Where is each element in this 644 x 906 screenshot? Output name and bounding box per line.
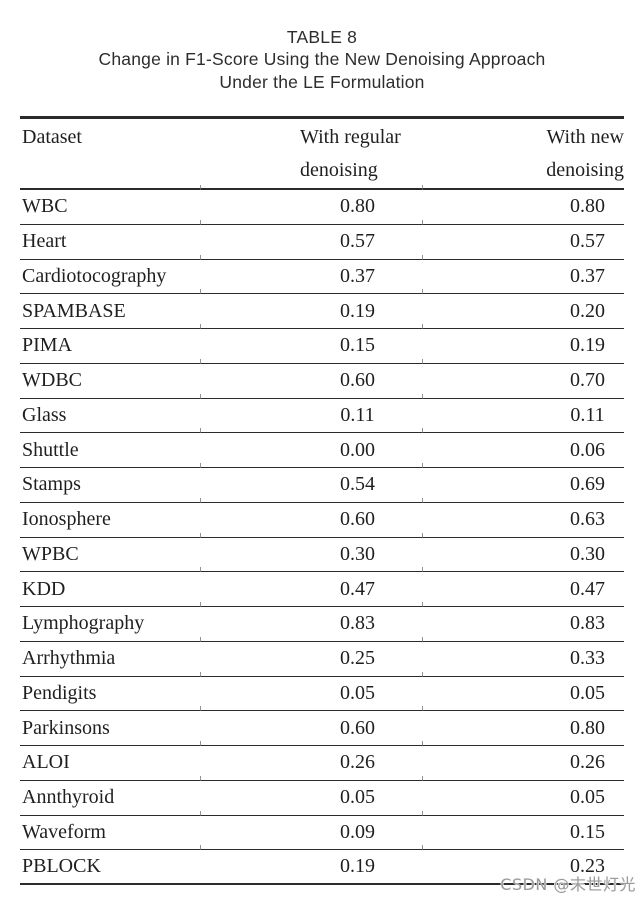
table-body: WBC 0.80 0.80 Heart 0.57 0.57 Cardiotoco… xyxy=(20,185,624,885)
column-header-regular-denoising: With regular denoising xyxy=(200,119,422,190)
dataset-name-cell: Waveform xyxy=(20,816,200,851)
table-row: Lymphography 0.83 0.83 xyxy=(20,602,624,642)
regular-denoising-value-cell: 0.25 xyxy=(199,636,422,677)
header-row: Dataset With regular denoising With new … xyxy=(20,119,624,190)
table-row: Pendigits 0.05 0.05 xyxy=(20,671,624,712)
dataset-name-cell: Annthyroid xyxy=(20,781,200,816)
dataset-name-cell: Glass xyxy=(20,399,200,434)
watermark: CSDN @末世灯光 xyxy=(500,875,636,894)
header-regular-line2: denoising xyxy=(300,159,378,181)
new-denoising-value-cell: 0.06 xyxy=(421,428,624,468)
regular-denoising-value-cell: 0.09 xyxy=(199,810,422,851)
table-caption-line2: Under the LE Formulation xyxy=(219,71,425,92)
new-denoising-value-cell: 0.63 xyxy=(421,497,624,538)
header-regular-line1: With regular xyxy=(300,126,401,148)
dataset-name-cell: Shuttle xyxy=(20,433,200,468)
new-denoising-value-cell: 0.26 xyxy=(421,741,624,781)
table-row: Stamps 0.54 0.69 xyxy=(20,463,624,503)
table-row: Annthyroid 0.05 0.05 xyxy=(20,775,624,816)
new-denoising-value-cell: 0.05 xyxy=(421,671,624,712)
dataset-name-cell: PIMA xyxy=(20,329,200,364)
regular-denoising-value-cell: 0.26 xyxy=(199,741,422,781)
new-denoising-value-cell: 0.23 xyxy=(421,845,624,885)
new-denoising-value-cell: 0.80 xyxy=(421,706,624,746)
dataset-name-cell: Stamps xyxy=(20,468,200,503)
f1-score-table: Dataset With regular denoising With new … xyxy=(20,116,624,885)
table-row: KDD 0.47 0.47 xyxy=(20,567,624,607)
dataset-name-cell: Lymphography xyxy=(20,607,200,642)
new-denoising-value-cell: 0.20 xyxy=(421,289,624,329)
new-denoising-value-cell: 0.15 xyxy=(421,810,624,851)
table-number: TABLE 8 xyxy=(286,27,358,47)
regular-denoising-value-cell: 0.30 xyxy=(199,532,422,573)
table-row: Glass 0.11 0.11 xyxy=(20,393,624,434)
new-denoising-value-cell: 0.37 xyxy=(421,254,624,295)
regular-denoising-value-cell: 0.19 xyxy=(199,845,422,885)
new-denoising-value-cell: 0.33 xyxy=(421,636,624,677)
table-row: Heart 0.57 0.57 xyxy=(20,219,624,260)
table-row: SPAMBASE 0.19 0.20 xyxy=(20,289,624,329)
new-denoising-value-cell: 0.70 xyxy=(421,358,624,399)
new-denoising-value-cell: 0.19 xyxy=(421,324,624,364)
new-denoising-value-cell: 0.11 xyxy=(421,393,624,434)
regular-denoising-value-cell: 0.54 xyxy=(199,463,422,503)
dataset-name-cell: WBC xyxy=(20,190,200,225)
table-row: Ionosphere 0.60 0.63 xyxy=(20,497,624,538)
regular-denoising-value-cell: 0.83 xyxy=(199,602,422,642)
dataset-name-cell: Pendigits xyxy=(20,677,200,712)
table-row: Cardiotocography 0.37 0.37 xyxy=(20,254,624,295)
dataset-name-cell: Cardiotocography xyxy=(20,260,200,295)
column-header-dataset: Dataset xyxy=(20,119,200,190)
table-caption-line1: Change in F1-Score Using the New Denoisi… xyxy=(98,49,546,70)
regular-denoising-value-cell: 0.00 xyxy=(199,428,422,468)
table-row: WBC 0.80 0.80 xyxy=(20,185,624,225)
table-title-block: TABLE 8 Change in F1-Score Using the New… xyxy=(0,26,644,93)
regular-denoising-value-cell: 0.60 xyxy=(199,497,422,538)
table-row: PIMA 0.15 0.19 xyxy=(20,324,624,364)
table-row: Shuttle 0.00 0.06 xyxy=(20,428,624,468)
dataset-name-cell: WDBC xyxy=(20,364,200,399)
regular-denoising-value-cell: 0.37 xyxy=(199,254,422,295)
dataset-name-cell: Arrhythmia xyxy=(20,642,200,677)
regular-denoising-value-cell: 0.57 xyxy=(199,219,422,260)
new-denoising-value-cell: 0.47 xyxy=(421,567,624,607)
dataset-name-cell: Ionosphere xyxy=(20,503,200,538)
dataset-name-cell: WPBC xyxy=(20,538,200,573)
header-new-line2: denoising xyxy=(546,159,624,181)
table-row: WDBC 0.60 0.70 xyxy=(20,358,624,399)
dataset-name-cell: PBLOCK xyxy=(20,850,200,885)
regular-denoising-value-cell: 0.05 xyxy=(199,671,422,712)
table-row: PBLOCK 0.19 0.23 xyxy=(20,845,624,885)
new-denoising-value-cell: 0.80 xyxy=(421,185,624,225)
dataset-name-cell: ALOI xyxy=(20,746,200,781)
dataset-name-cell: SPAMBASE xyxy=(20,294,200,329)
regular-denoising-value-cell: 0.60 xyxy=(199,358,422,399)
regular-denoising-value-cell: 0.11 xyxy=(199,393,422,434)
new-denoising-value-cell: 0.30 xyxy=(421,532,624,573)
regular-denoising-value-cell: 0.19 xyxy=(199,289,422,329)
regular-denoising-value-cell: 0.47 xyxy=(199,567,422,607)
column-header-new-denoising: With new denoising xyxy=(422,119,624,190)
new-denoising-value-cell: 0.69 xyxy=(421,463,624,503)
regular-denoising-value-cell: 0.80 xyxy=(199,185,422,225)
table-row: Arrhythmia 0.25 0.33 xyxy=(20,636,624,677)
table-row: ALOI 0.26 0.26 xyxy=(20,741,624,781)
regular-denoising-value-cell: 0.05 xyxy=(199,775,422,816)
new-denoising-value-cell: 0.83 xyxy=(421,602,624,642)
table-header: Dataset With regular denoising With new … xyxy=(20,119,624,190)
dataset-name-cell: KDD xyxy=(20,572,200,607)
regular-denoising-value-cell: 0.60 xyxy=(199,706,422,746)
new-denoising-value-cell: 0.05 xyxy=(421,775,624,816)
dataset-name-cell: Heart xyxy=(20,225,200,260)
dataset-name-cell: Parkinsons xyxy=(20,711,200,746)
table-row: Parkinsons 0.60 0.80 xyxy=(20,706,624,746)
table-row: WPBC 0.30 0.30 xyxy=(20,532,624,573)
new-denoising-value-cell: 0.57 xyxy=(421,219,624,260)
header-new-line1: With new xyxy=(546,126,624,148)
regular-denoising-value-cell: 0.15 xyxy=(199,324,422,364)
table-row: Waveform 0.09 0.15 xyxy=(20,810,624,851)
